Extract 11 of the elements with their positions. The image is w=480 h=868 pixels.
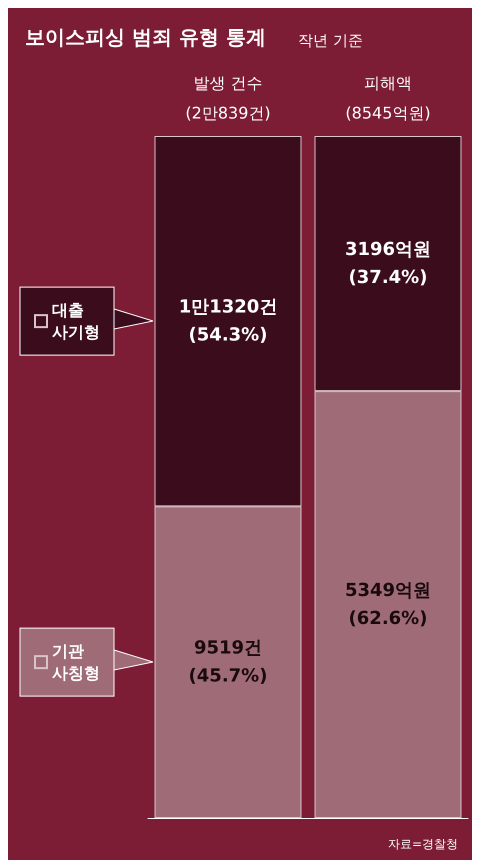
x-tick-label: 피해액 (8545억원) — [345, 74, 431, 122]
legend-label: 대출 사기형 — [52, 300, 100, 342]
data-label: 5349억원 (62.6%) — [344, 580, 432, 630]
data-label: 1만1320건 (54.3%) — [178, 296, 278, 346]
legend-label: 기관 사칭형 — [52, 642, 100, 683]
data-label: 3196억원 (37.4%) — [344, 239, 432, 288]
chart-subtitle: 작년 기준 — [298, 32, 363, 50]
data-label: 9519건 (45.7%) — [188, 638, 268, 687]
text: 자료=경찰청 — [388, 837, 458, 851]
x-tick-label: 발생 건수 (2만839건) — [185, 74, 271, 122]
chart-title: 보이스피싱 범죄 유형 통계 — [25, 25, 266, 49]
